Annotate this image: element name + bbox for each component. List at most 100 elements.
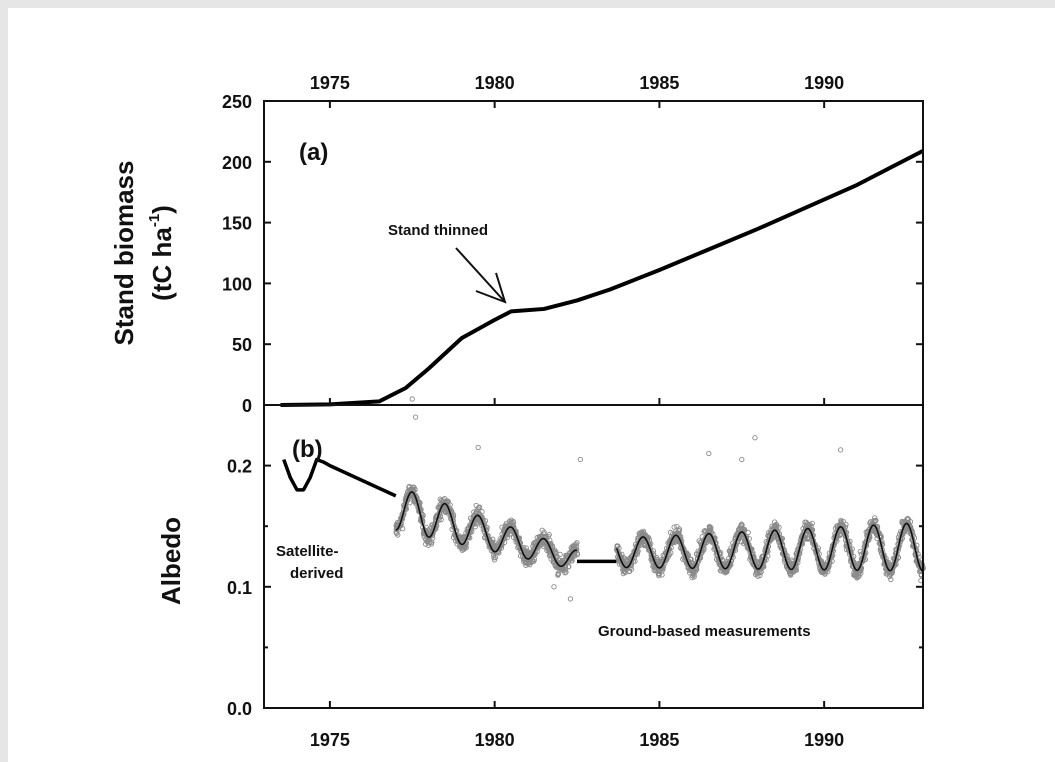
- albedo-point: [528, 559, 534, 566]
- y-axis-title-line1: Stand biomass: [109, 161, 139, 346]
- albedo-point: [718, 549, 724, 556]
- x-tick-label-bottom: 1985: [639, 730, 679, 750]
- y-tick-label-a: 150: [222, 214, 252, 234]
- albedo-outlier-point: [706, 450, 712, 457]
- albedo-point: [490, 536, 496, 542]
- panel-label-a: (a): [299, 139, 328, 166]
- albedo-point: [557, 551, 563, 558]
- x-tick-label-bottom: 1990: [804, 730, 844, 750]
- y-tick-label-a: 250: [222, 92, 252, 112]
- albedo-point: [660, 566, 666, 572]
- albedo-point: [632, 558, 638, 564]
- albedo-outlier-point: [475, 444, 481, 451]
- figure: 1975 1975 1980 1980 1985 1985 1990 1990 0 50 100 15…: [8, 8, 1055, 762]
- albedo-point: [482, 518, 489, 524]
- albedo-point: [574, 551, 581, 558]
- albedo-point: [549, 543, 556, 549]
- albedo-outlier-point: [412, 414, 419, 420]
- unit-close: ): [147, 205, 177, 214]
- biomass-line: [280, 149, 924, 407]
- albedo-point: [555, 572, 561, 578]
- albedo-point: [793, 567, 799, 573]
- y-tick-label-a: 200: [222, 153, 252, 173]
- albedo-point: [889, 570, 895, 576]
- albedo-point: [407, 500, 413, 506]
- albedo-point: [888, 576, 894, 583]
- albedo-seasonal-fit: [395, 491, 578, 568]
- albedo-point: [691, 574, 697, 580]
- y-tick-label-b: 0.2: [227, 457, 252, 477]
- albedo-point: [546, 531, 552, 538]
- albedo-point: [541, 529, 547, 535]
- unit-exponent: -1: [146, 214, 163, 227]
- annotation-satellite-line2: derived: [290, 565, 343, 582]
- x-tick-label-bottom: 1980: [475, 730, 515, 750]
- albedo-outlier-point: [577, 456, 583, 463]
- y-axis-title-biomass: Stand biomass (tC ha-1): [109, 161, 177, 346]
- y-axis-title-line2: (tC ha-1): [146, 205, 177, 301]
- panel-label-b: (b): [292, 436, 323, 463]
- albedo-outlier-point: [567, 596, 574, 602]
- albedo-point: [395, 532, 401, 538]
- x-tick-label-top: 1980: [475, 73, 515, 93]
- albedo-point: [843, 522, 849, 528]
- x-tick-label-top: 1990: [804, 73, 844, 93]
- albedo-point: [571, 551, 578, 557]
- albedo-outlier-point: [551, 584, 557, 590]
- albedo-point: [907, 519, 914, 525]
- y-tick-label-b: 0.1: [227, 578, 252, 598]
- annotation-ground-based: Ground-based measurements: [598, 623, 811, 640]
- albedo-point: [872, 515, 878, 521]
- albedo-point: [668, 550, 674, 556]
- albedo-point: [476, 504, 482, 511]
- x-tick-label-top: 1985: [639, 73, 679, 93]
- albedo-point: [400, 525, 406, 532]
- albedo-outlier-point: [409, 396, 415, 402]
- albedo-point: [566, 563, 572, 570]
- albedo-point: [492, 554, 499, 561]
- chart-svg: 1975 1975 1980 1980 1985 1985 1990 1990 0 50 100 15…: [109, 73, 926, 750]
- albedo-point: [842, 524, 849, 530]
- albedo-point: [438, 516, 444, 523]
- albedo-point: [504, 534, 510, 541]
- albedo-point: [656, 571, 662, 577]
- albedo-outlier-point: [752, 435, 758, 441]
- y-tick-label-b: 0.0: [227, 699, 252, 719]
- albedo-point: [573, 541, 579, 547]
- albedo-point: [412, 486, 418, 492]
- annotation-stand-thinned: Stand thinned: [388, 222, 488, 239]
- albedo-point: [745, 529, 751, 536]
- albedo-point: [739, 522, 745, 528]
- albedo-seasonal-fit: [615, 522, 924, 572]
- albedo-point: [563, 569, 569, 575]
- albedo-measurements: [393, 396, 926, 602]
- albedo-point: [676, 528, 683, 534]
- albedo-point: [573, 544, 580, 550]
- y-tick-label-a: 100: [222, 274, 252, 294]
- albedo-point: [656, 572, 662, 579]
- albedo-point: [758, 569, 764, 575]
- axis-ticks: 1975 1975 1980 1980 1985 1985 1990 1990 0 50 100 15…: [222, 73, 923, 750]
- annotation-satellite-line1: Satellite-: [276, 543, 339, 560]
- albedo-point: [659, 572, 665, 578]
- albedo-point: [555, 570, 561, 576]
- albedo-point: [773, 521, 779, 528]
- albedo-point: [463, 545, 469, 551]
- biomass-series-line: [280, 149, 924, 407]
- unit-base: (tC ha: [147, 227, 177, 301]
- albedo-point: [849, 546, 855, 552]
- albedo-point: [634, 551, 641, 557]
- annotation-arrow: [455, 247, 507, 304]
- albedo-outlier-point: [837, 447, 844, 453]
- albedo-point: [574, 546, 580, 553]
- albedo-point: [676, 526, 683, 532]
- y-tick-label-a: 50: [232, 335, 252, 355]
- albedo-point: [809, 520, 815, 527]
- x-tick-label-top: 1975: [310, 73, 350, 93]
- albedo-point: [872, 518, 879, 524]
- albedo-point: [708, 524, 714, 531]
- x-tick-label-bottom: 1975: [310, 730, 350, 750]
- albedo-point: [628, 566, 635, 572]
- y-axis-title-albedo: Albedo: [156, 517, 186, 605]
- albedo-point: [479, 509, 485, 515]
